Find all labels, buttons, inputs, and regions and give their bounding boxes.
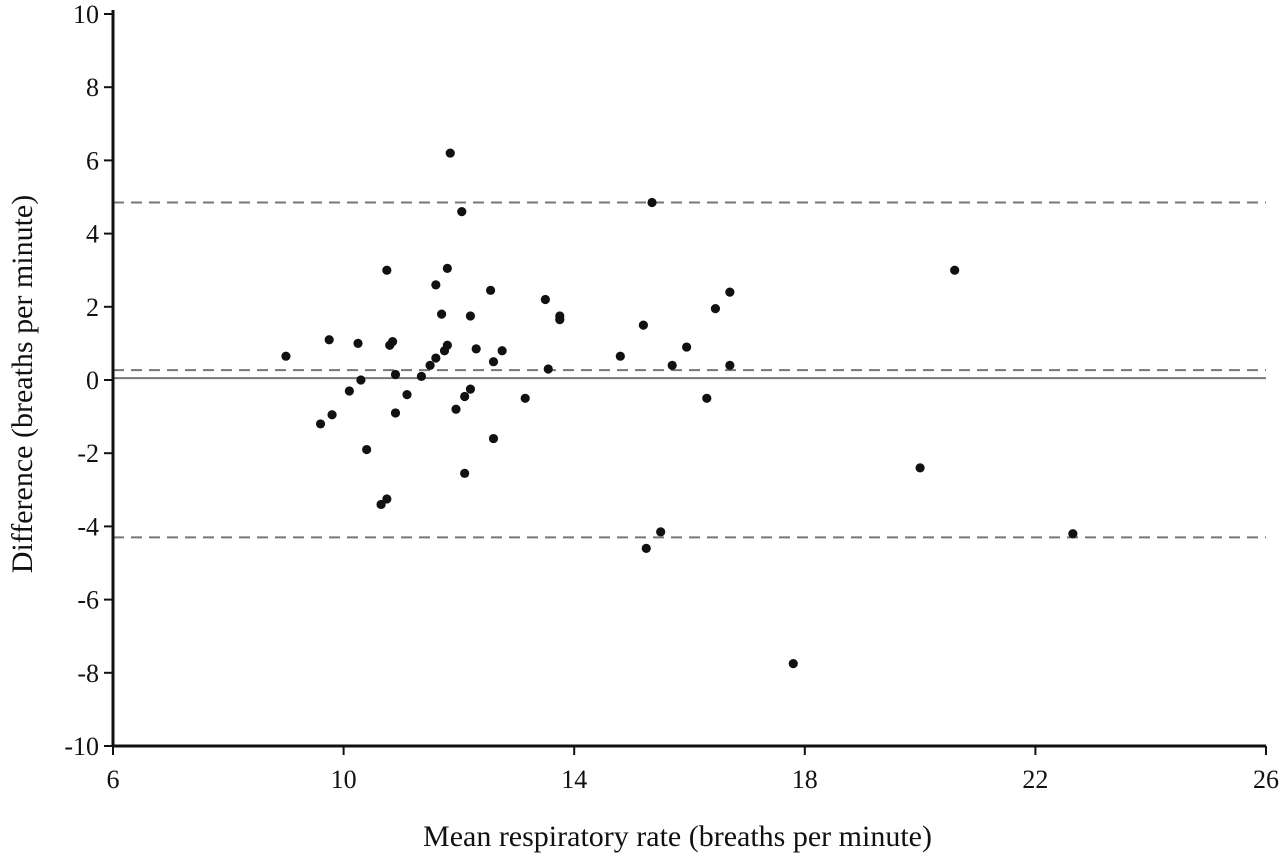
data-point: [725, 287, 735, 297]
x-tick-label: 14: [561, 765, 587, 794]
data-point: [460, 468, 470, 478]
data-point: [488, 357, 499, 367]
y-tick-label: -6: [77, 586, 99, 615]
data-point: [431, 353, 441, 363]
y-axis-title: Difference (breaths per minute): [6, 195, 39, 573]
data-point: [382, 494, 392, 504]
x-tick-label: 10: [331, 765, 357, 794]
data-point: [442, 340, 452, 350]
data-point: [362, 444, 372, 455]
data-point: [390, 408, 401, 418]
data-point: [641, 543, 651, 553]
data-point: [682, 342, 692, 352]
data-point: [488, 433, 499, 444]
y-tick-label: 2: [86, 293, 99, 322]
y-tick-label: 6: [86, 146, 99, 175]
x-ticks: 6 10 14 18 22 26: [107, 746, 1279, 794]
data-points: [281, 148, 1078, 669]
data-point: [638, 320, 648, 330]
data-point: [425, 360, 435, 370]
data-point: [555, 311, 565, 321]
data-point: [442, 263, 452, 273]
data-point: [437, 309, 447, 319]
x-tick-label: 26: [1253, 765, 1279, 794]
x-tick-label: 18: [792, 765, 818, 794]
data-point: [950, 265, 960, 275]
data-point: [382, 265, 392, 275]
x-tick-label: 22: [1022, 765, 1048, 794]
data-point: [353, 338, 363, 348]
data-point: [416, 371, 427, 381]
data-point: [327, 410, 337, 420]
data-point: [915, 463, 925, 473]
y-tick-label: -8: [77, 659, 99, 688]
data-point: [486, 285, 496, 295]
y-tick-label: 10: [73, 0, 99, 29]
data-point: [725, 360, 735, 370]
data-point: [520, 393, 530, 403]
data-point: [390, 369, 401, 380]
data-point: [471, 344, 481, 354]
data-point: [460, 391, 470, 402]
data-point: [356, 375, 366, 385]
axes: [111, 10, 1266, 748]
data-point: [315, 419, 326, 429]
data-point: [656, 527, 666, 537]
data-point: [431, 280, 441, 290]
y-tick-label: 8: [86, 73, 99, 102]
y-ticks: 10 8 6 4 2 0 -2 -4 -6 -8 -10: [64, 0, 113, 761]
data-point: [647, 197, 657, 208]
data-point: [615, 351, 625, 361]
data-point: [702, 393, 712, 403]
y-tick-label: -10: [64, 732, 99, 761]
data-point: [497, 346, 507, 356]
data-point: [465, 384, 476, 394]
data-point: [667, 360, 677, 370]
data-point: [457, 207, 467, 217]
data-point: [710, 304, 721, 314]
y-tick-label: -2: [77, 439, 99, 468]
data-point: [788, 659, 798, 669]
data-point: [281, 351, 291, 361]
x-tick-label: 6: [107, 765, 120, 794]
data-point: [445, 148, 455, 158]
data-point: [344, 386, 354, 396]
data-point: [465, 311, 476, 321]
data-point: [1068, 529, 1078, 539]
y-tick-label: -4: [77, 512, 99, 541]
y-tick-label: 0: [86, 366, 99, 395]
data-point: [540, 294, 550, 305]
data-point: [543, 364, 553, 374]
data-point: [324, 335, 334, 345]
data-point: [402, 390, 412, 400]
data-point: [388, 336, 398, 347]
reference-lines: [113, 201, 1266, 539]
data-point: [376, 499, 386, 510]
y-tick-label: 4: [86, 220, 99, 249]
data-point: [451, 404, 461, 414]
x-axis-title: Mean respiratory rate (breaths per minut…: [423, 820, 932, 853]
